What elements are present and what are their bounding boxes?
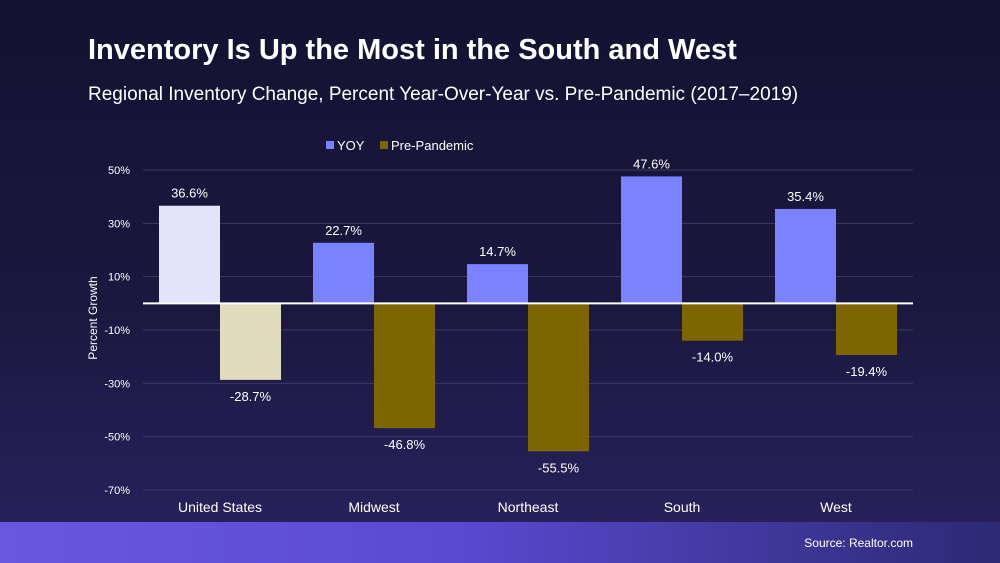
bar-pre-pandemic-midwest — [374, 303, 435, 429]
x-tick-label: Northeast — [498, 499, 559, 515]
data-label: -19.4% — [846, 364, 888, 379]
bar-pre-pandemic-united-states — [220, 303, 281, 380]
bar-yoy-midwest — [313, 242, 374, 304]
legend: YOY Pre-Pandemic — [326, 138, 474, 153]
legend-item-yoy-label: YOY — [337, 138, 365, 153]
source-note: Source: Realtor.com — [804, 536, 913, 550]
data-label: -46.8% — [384, 437, 426, 452]
x-axis-ticks: United States Midwest Northeast South West — [178, 499, 852, 515]
footer-bar: Source: Realtor.com — [0, 522, 1000, 563]
bar-pre-pandemic-west — [836, 303, 897, 356]
data-label: 35.4% — [787, 189, 824, 204]
bars — [143, 176, 913, 452]
y-axis-label: Percent Growth — [86, 276, 100, 359]
bar-yoy-united-states — [159, 205, 220, 304]
y-tick-label: -30% — [104, 378, 130, 390]
data-label: 36.6% — [171, 186, 208, 201]
legend-item-pre-pandemic-label: Pre-Pandemic — [391, 138, 474, 153]
chart-title: Inventory Is Up the Most in the South an… — [88, 34, 737, 66]
data-labels: 36.6% -28.7% 22.7% -46.8% 14.7% -55.5% 47.6% -1… — [171, 156, 887, 475]
y-tick-label: -10% — [104, 325, 130, 337]
y-tick-label: 30% — [108, 218, 130, 230]
data-label: -55.5% — [538, 460, 580, 475]
x-tick-label: United States — [178, 499, 262, 515]
y-tick-label: -70% — [104, 485, 130, 497]
x-tick-label: Midwest — [348, 499, 399, 515]
x-tick-label: West — [820, 499, 852, 515]
y-axis-ticks: 50% 30% 10% -10% -30% -50% -70% — [104, 165, 130, 497]
data-label: -14.0% — [692, 350, 734, 365]
bar-yoy-northeast — [467, 264, 528, 304]
data-label: 14.7% — [479, 244, 516, 259]
bar-yoy-west — [775, 208, 836, 304]
data-label: -28.7% — [230, 389, 272, 404]
data-label: 22.7% — [325, 223, 362, 238]
bar-pre-pandemic-northeast — [528, 303, 589, 452]
bar-pre-pandemic-south — [682, 303, 743, 341]
y-tick-label: -50% — [104, 432, 130, 444]
bar-yoy-south — [621, 176, 682, 304]
chart-subtitle: Regional Inventory Change, Percent Year-… — [88, 84, 799, 105]
y-tick-label: 50% — [108, 165, 130, 177]
y-tick-label: 10% — [108, 272, 130, 284]
legend-item-yoy-swatch — [326, 141, 334, 149]
x-tick-label: South — [664, 499, 701, 515]
data-label: 47.6% — [633, 156, 670, 171]
legend-item-pre-pandemic-swatch — [380, 141, 388, 149]
